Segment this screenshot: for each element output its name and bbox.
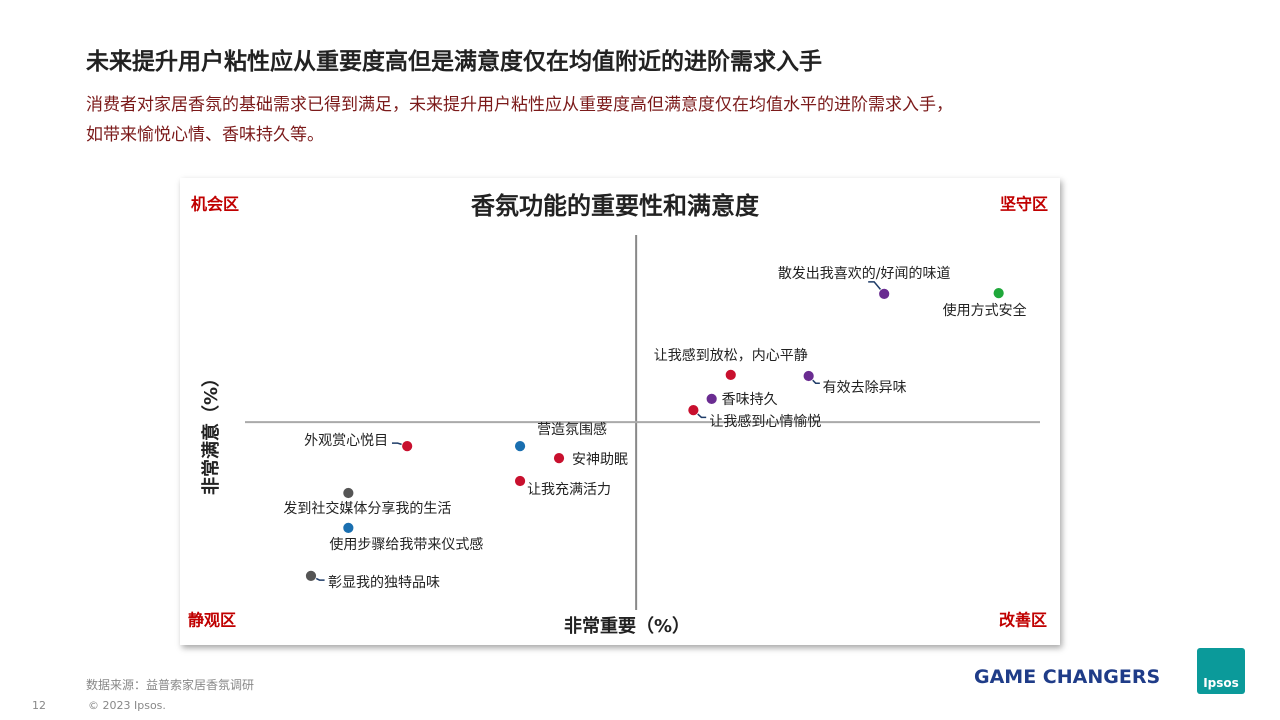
- point-label: 安神助眠: [572, 452, 628, 468]
- point-label: 让我感到心情愉悦: [709, 413, 821, 430]
- point: [724, 368, 737, 381]
- copyright: © 2023 Ipsos.: [88, 699, 166, 712]
- point-label: 有效去除异味: [823, 380, 907, 396]
- page-number: 12: [32, 699, 46, 712]
- point: [342, 521, 355, 534]
- point-label: 使用方式安全: [943, 302, 1027, 319]
- slide-title: 未来提升用户粘性应从重要度高但是满意度仅在均值附近的进阶需求入手: [86, 49, 822, 75]
- subtitle: 消费者对家居香氛的基础需求已得到满足，未来提升用户粘性应从重要度高但满意度仅在均…: [86, 95, 953, 115]
- point-label: 外观赏心悦目: [304, 433, 388, 449]
- point: [342, 487, 355, 499]
- point-label: 让我感到放松，内心平静: [654, 347, 808, 364]
- point: [878, 287, 891, 300]
- x-axis-label: 非常重要（%）: [564, 615, 690, 637]
- point-label: 彰显我的独特品味: [328, 574, 440, 591]
- point: [514, 475, 526, 487]
- point-label: 营造氛围感: [537, 421, 607, 438]
- point-label: 发到社交媒体分享我的生活: [283, 500, 451, 517]
- point: [992, 287, 1005, 300]
- point: [802, 370, 815, 382]
- point-label: 散发出我喜欢的/好闻的味道: [778, 266, 951, 282]
- point: [687, 404, 700, 417]
- subtitle: 如带来愉悦心情、香味持久等。: [86, 125, 324, 145]
- point: [305, 569, 317, 582]
- point: [705, 392, 718, 405]
- chart-title: 香氛功能的重要性和满意度: [471, 192, 760, 220]
- point: [553, 452, 565, 465]
- y-axis-label: 非常满意（%）: [200, 369, 222, 495]
- point-label: 使用步骤给我带来仪式感: [329, 536, 483, 553]
- quadrant-label: 机会区: [191, 195, 239, 214]
- quadrant-label: 静观区: [188, 611, 236, 630]
- point: [401, 440, 414, 453]
- logo: Ipsos: [1197, 648, 1245, 694]
- point: [514, 440, 526, 453]
- tagline: GAME CHANGERS: [974, 666, 1161, 688]
- source: 数据来源：益普索家居香氛调研: [86, 678, 255, 692]
- point-label: 让我充满活力: [527, 482, 611, 498]
- quadrant-label: 改善区: [999, 611, 1047, 630]
- chart-card: [180, 178, 1060, 645]
- point-label: 香味持久: [722, 392, 778, 408]
- quadrant-label: 坚守区: [1000, 195, 1048, 214]
